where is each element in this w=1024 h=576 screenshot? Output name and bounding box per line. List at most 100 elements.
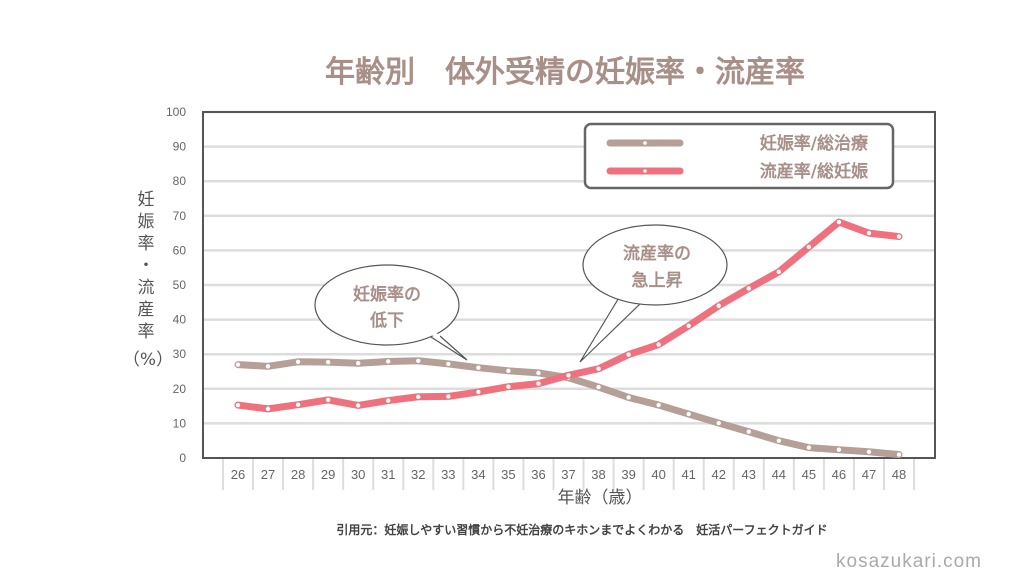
y-tick-label: 80 <box>173 174 187 188</box>
y-axis-label-char: 流 <box>138 278 155 298</box>
x-tick-label: 26 <box>231 467 245 482</box>
citation: 引用元：妊娠しやすい習慣から不妊治療のキホンまでよくわかる 妊活パーフェクトガイ… <box>336 522 827 537</box>
x-tick-label: 27 <box>261 467 275 482</box>
data-point <box>716 303 721 308</box>
x-tick-label: 46 <box>832 467 846 482</box>
y-tick-label: 60 <box>173 243 187 257</box>
data-point <box>716 420 721 426</box>
x-tick-label: 39 <box>621 467 635 482</box>
annotation-line: 低下 <box>369 310 404 331</box>
y-tick-label: 70 <box>173 209 187 223</box>
watermark: kosazukari.com <box>836 551 982 572</box>
data-point <box>806 445 812 450</box>
x-axis-cells <box>221 458 916 490</box>
x-tick-label: 34 <box>471 467 485 482</box>
data-point <box>295 402 301 407</box>
annotation-line: 急上昇 <box>632 270 683 291</box>
y-ticks: 0 10 20 30 40 50 60 70 80 90 100 <box>166 105 186 465</box>
data-point <box>476 365 481 370</box>
data-point <box>626 352 631 357</box>
x-tick-label: 45 <box>802 467 816 482</box>
data-point <box>596 384 601 390</box>
x-tick-label: 31 <box>381 467 395 482</box>
y-tick-label: 0 <box>179 451 186 465</box>
legend-label: 妊娠率/総治療 <box>760 133 869 154</box>
data-point <box>836 219 842 225</box>
data-point <box>866 449 872 454</box>
x-tick-label: 35 <box>501 467 515 482</box>
data-point <box>506 384 511 389</box>
data-point <box>896 234 902 239</box>
plot-frame <box>202 111 936 459</box>
data-point <box>355 360 361 366</box>
data-point <box>656 342 661 347</box>
x-tick-label: 30 <box>351 467 365 482</box>
data-point <box>566 373 571 378</box>
y-tick-label: 90 <box>173 140 187 154</box>
x-tick-label: 48 <box>892 467 906 482</box>
chart-title: 年齢別 体外受精の妊娠率・流産率 <box>325 55 805 90</box>
data-point <box>656 402 661 408</box>
y-axis-label-char: 率 <box>138 322 155 342</box>
y-tick-label: 20 <box>173 382 187 396</box>
y-tick-label: 10 <box>173 416 187 430</box>
data-point <box>686 411 691 417</box>
x-tick-label: 29 <box>321 467 335 482</box>
data-point <box>866 230 872 236</box>
data-point <box>325 359 331 365</box>
annotation-miscarriage-rise: 流産率の 急上昇 <box>579 224 728 363</box>
x-tick-label: 32 <box>411 467 425 482</box>
y-axis-label-char: 率 <box>138 234 155 254</box>
annotation-pregnancy-decline: 妊娠率の 低下 <box>314 264 468 361</box>
y-axis-label-char: 娠 <box>138 212 155 232</box>
data-point <box>235 362 241 367</box>
data-point <box>265 364 271 369</box>
data-point <box>746 286 751 291</box>
data-point <box>836 447 842 452</box>
y-axis-label-char: ・ <box>138 256 155 276</box>
x-tick-label: 41 <box>681 467 695 482</box>
data-point <box>776 438 782 443</box>
y-tick-label: 100 <box>166 105 186 119</box>
annotation-line: 流産率の <box>623 243 691 264</box>
y-axis-label-char: 産 <box>138 300 155 320</box>
y-tick-label: 30 <box>173 347 187 361</box>
annotation-line: 妊娠率の <box>353 284 421 305</box>
y-tick-label: 40 <box>173 313 187 327</box>
data-point <box>776 269 782 275</box>
legend-label: 流産率/総妊娠 <box>760 161 869 182</box>
data-point <box>896 452 902 457</box>
data-point <box>386 359 391 364</box>
data-point <box>746 429 751 434</box>
data-point <box>506 368 511 374</box>
x-tick-label: 44 <box>772 467 786 482</box>
series-lines <box>234 218 903 459</box>
data-point <box>386 398 391 403</box>
data-point <box>626 395 631 400</box>
x-tick-label: 42 <box>711 467 725 482</box>
data-point <box>265 406 271 412</box>
data-point <box>686 323 691 329</box>
data-point <box>446 394 451 399</box>
data-point <box>536 370 541 376</box>
data-point <box>416 358 421 363</box>
y-tick-label: 50 <box>173 278 187 292</box>
x-tick-label: 36 <box>531 467 545 482</box>
data-point <box>355 403 361 408</box>
x-tick-label: 33 <box>441 467 455 482</box>
data-point <box>596 366 601 371</box>
x-axis-label: 年齢（歳） <box>558 488 643 508</box>
y-axis-label-char: 妊 <box>138 190 155 210</box>
x-tick-label: 40 <box>651 467 665 482</box>
x-tick-label: 28 <box>291 467 305 482</box>
x-tick-label: 38 <box>591 467 605 482</box>
x-tick-label: 47 <box>862 467 876 482</box>
data-point <box>325 397 331 403</box>
data-point <box>235 402 241 408</box>
data-point <box>416 394 421 399</box>
data-point <box>536 381 541 386</box>
data-point <box>446 361 451 367</box>
x-ticks: 26 27 28 29 30 31 32 33 34 35 36 37 38 39 40 41 42 43 44 45… <box>231 467 906 482</box>
y-axis-label: 妊娠率・流産率（%） <box>123 190 173 370</box>
